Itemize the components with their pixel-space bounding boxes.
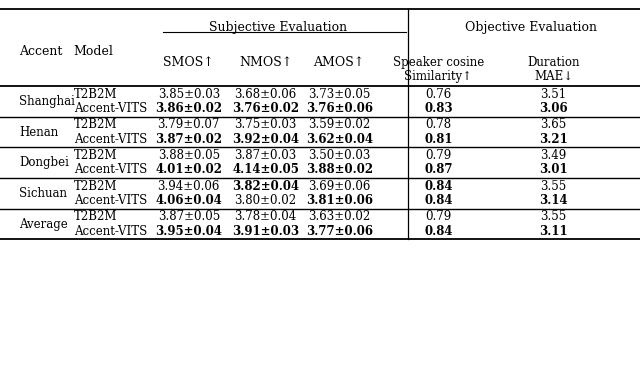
Text: Accent-VITS: Accent-VITS	[74, 163, 147, 176]
Text: 3.50±0.03: 3.50±0.03	[308, 149, 371, 162]
Text: 3.62±0.04: 3.62±0.04	[306, 132, 372, 145]
Text: 0.79: 0.79	[425, 149, 452, 162]
Text: 0.79: 0.79	[425, 211, 452, 224]
Text: T2B2M: T2B2M	[74, 180, 117, 193]
Text: 0.83: 0.83	[424, 102, 452, 115]
Text: 3.55: 3.55	[540, 211, 567, 224]
Text: Accent-VITS: Accent-VITS	[74, 224, 147, 237]
Text: 3.77±0.06: 3.77±0.06	[306, 224, 372, 237]
Text: 3.78±0.04: 3.78±0.04	[234, 211, 297, 224]
Text: 3.06: 3.06	[540, 102, 568, 115]
Text: T2B2M: T2B2M	[74, 88, 117, 101]
Text: Subjective Evaluation: Subjective Evaluation	[209, 21, 348, 34]
Text: Objective Evaluation: Objective Evaluation	[465, 21, 597, 34]
Text: 3.75±0.03: 3.75±0.03	[234, 119, 297, 132]
Text: 3.69±0.06: 3.69±0.06	[308, 180, 371, 193]
Text: 3.14: 3.14	[540, 194, 568, 207]
Text: Speaker cosine: Speaker cosine	[393, 56, 484, 69]
Text: Henan: Henan	[19, 126, 58, 138]
Text: 3.76±0.02: 3.76±0.02	[232, 102, 299, 115]
Text: Shanghai: Shanghai	[19, 95, 75, 108]
Text: 0.84: 0.84	[424, 194, 452, 207]
Text: 3.88±0.05: 3.88±0.05	[157, 149, 220, 162]
Text: 3.01: 3.01	[540, 163, 568, 176]
Text: 3.82±0.04: 3.82±0.04	[232, 180, 299, 193]
Text: 3.21: 3.21	[540, 132, 568, 145]
Text: 3.68±0.06: 3.68±0.06	[234, 88, 297, 101]
Text: 3.80±0.02: 3.80±0.02	[234, 194, 297, 207]
Text: 3.86±0.02: 3.86±0.02	[156, 102, 222, 115]
Text: 4.14±0.05: 4.14±0.05	[232, 163, 299, 176]
Text: Duration: Duration	[527, 56, 580, 69]
Text: T2B2M: T2B2M	[74, 149, 117, 162]
Text: Accent-VITS: Accent-VITS	[74, 194, 147, 207]
Text: 0.84: 0.84	[424, 180, 452, 193]
Text: Model: Model	[74, 45, 113, 58]
Text: 3.81±0.06: 3.81±0.06	[306, 194, 372, 207]
Text: 3.11: 3.11	[540, 224, 568, 237]
Text: 3.63±0.02: 3.63±0.02	[308, 211, 371, 224]
Text: 0.76: 0.76	[425, 88, 452, 101]
Text: AMOS↑: AMOS↑	[314, 56, 365, 69]
Text: 3.88±0.02: 3.88±0.02	[306, 163, 372, 176]
Text: Dongbei: Dongbei	[19, 156, 69, 169]
Text: 0.81: 0.81	[424, 132, 452, 145]
Text: T2B2M: T2B2M	[74, 119, 117, 132]
Text: 3.55: 3.55	[540, 180, 567, 193]
Text: 3.73±0.05: 3.73±0.05	[308, 88, 371, 101]
Text: MAE↓: MAE↓	[534, 70, 573, 83]
Text: 3.87±0.02: 3.87±0.02	[156, 132, 222, 145]
Text: 3.87±0.05: 3.87±0.05	[157, 211, 220, 224]
Text: 3.95±0.04: 3.95±0.04	[156, 224, 222, 237]
Text: 4.01±0.02: 4.01±0.02	[156, 163, 222, 176]
Text: SMOS↑: SMOS↑	[163, 56, 214, 69]
Text: T2B2M: T2B2M	[74, 211, 117, 224]
Text: 3.49: 3.49	[540, 149, 567, 162]
Text: Accent-VITS: Accent-VITS	[74, 102, 147, 115]
Text: 4.06±0.04: 4.06±0.04	[156, 194, 222, 207]
Text: Accent: Accent	[19, 45, 63, 58]
Text: 0.84: 0.84	[424, 224, 452, 237]
Text: 3.87±0.03: 3.87±0.03	[234, 149, 297, 162]
Text: Sichuan: Sichuan	[19, 187, 67, 200]
Text: 3.85±0.03: 3.85±0.03	[157, 88, 220, 101]
Text: 3.51: 3.51	[541, 88, 566, 101]
Text: 3.59±0.02: 3.59±0.02	[308, 119, 371, 132]
Text: 0.87: 0.87	[424, 163, 452, 176]
Text: Average: Average	[19, 218, 68, 230]
Text: Similarity↑: Similarity↑	[404, 70, 472, 83]
Text: 3.94±0.06: 3.94±0.06	[157, 180, 220, 193]
Text: NMOS↑: NMOS↑	[239, 56, 292, 69]
Text: 3.65: 3.65	[540, 119, 567, 132]
Text: 3.91±0.03: 3.91±0.03	[232, 224, 299, 237]
Text: Accent-VITS: Accent-VITS	[74, 132, 147, 145]
Text: 0.78: 0.78	[426, 119, 451, 132]
Text: 3.76±0.06: 3.76±0.06	[306, 102, 372, 115]
Text: 3.79±0.07: 3.79±0.07	[157, 119, 220, 132]
Text: 3.92±0.04: 3.92±0.04	[232, 132, 299, 145]
